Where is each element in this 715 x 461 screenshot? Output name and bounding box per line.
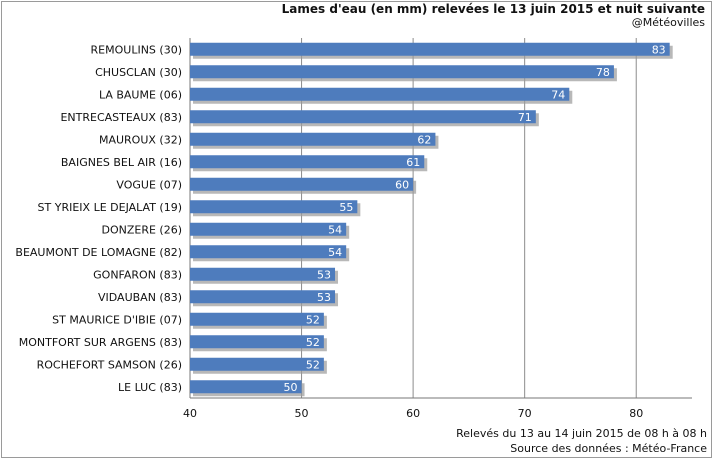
- category-label: ROCHEFORT SAMSON (26): [37, 358, 182, 371]
- bar: [190, 357, 324, 371]
- category-label: CHUSCLAN (30): [95, 66, 182, 79]
- category-label: GONFARON (83): [93, 268, 182, 281]
- bar-value-label: 53: [317, 268, 331, 281]
- bar-value-label: 52: [306, 336, 320, 349]
- footer-period: Relevés du 13 au 14 juin 2015 de 08 h à …: [456, 427, 707, 440]
- category-labels: REMOULINS (30) CHUSCLAN (30) LA BAUME (06)…: [15, 43, 182, 394]
- bar-value-label: 60: [395, 178, 409, 191]
- bar-value-label: 71: [518, 111, 532, 124]
- bar: [190, 132, 436, 146]
- category-label: BEAUMONT DE LOMAGNE (82): [15, 246, 182, 259]
- bar-value-label: 50: [284, 381, 298, 394]
- bar: [190, 87, 570, 101]
- bar-value-label: 52: [306, 358, 320, 371]
- category-label: VOGUE (07): [116, 178, 182, 191]
- x-tick-label: 80: [629, 407, 643, 420]
- bar-value-label: 74: [551, 88, 565, 101]
- category-label: REMOULINS (30): [91, 43, 182, 56]
- bar: [190, 177, 414, 191]
- bar: [190, 380, 302, 394]
- bar: [190, 65, 614, 79]
- chart-title: Lames d'eau (en mm) relevées le 13 juin …: [281, 2, 705, 16]
- bar: [190, 155, 425, 169]
- bar: [190, 42, 670, 56]
- footer-source: Source des données : Météo-France: [510, 442, 707, 455]
- bar-value-label: 53: [317, 291, 331, 304]
- bar: [190, 245, 347, 259]
- bar: [190, 222, 347, 236]
- x-axis-ticks: 40 50 60 70 80: [183, 407, 643, 420]
- category-label: DONZERE (26): [101, 223, 182, 236]
- category-label: BAIGNES BEL AIR (16): [61, 156, 182, 169]
- bar: [190, 200, 358, 214]
- x-tick-label: 60: [406, 407, 420, 420]
- category-label: LE LUC (83): [118, 381, 182, 394]
- x-tick-label: 70: [518, 407, 532, 420]
- category-label: ST YRIEIX LE DEJALAT (19): [38, 201, 182, 214]
- bar-value-label: 83: [652, 43, 666, 56]
- bar-value-label: 55: [339, 201, 353, 214]
- bars-group: 83 78 74 71 62 61 60 55 54 54 53 53 52 52 52 50: [190, 42, 673, 397]
- bar-value-label: 54: [328, 223, 342, 236]
- category-label: LA BAUME (06): [99, 88, 182, 101]
- x-tick-label: 50: [295, 407, 309, 420]
- bar: [190, 312, 324, 326]
- bar: [190, 110, 536, 124]
- bar: [190, 267, 336, 281]
- bar-value-label: 54: [328, 246, 342, 259]
- bar-value-label: 61: [406, 156, 420, 169]
- bar-value-label: 62: [417, 133, 431, 146]
- x-tick-label: 40: [183, 407, 197, 420]
- category-label: MAUROUX (32): [99, 133, 182, 146]
- category-label: ENTRECASTEAUX (83): [60, 111, 182, 124]
- bar: [190, 290, 336, 304]
- bar-value-label: 78: [596, 66, 610, 79]
- chart-subtitle: @Météovilles: [631, 16, 705, 29]
- category-label: ST MAURICE D'IBIE (07): [52, 313, 182, 326]
- category-label: VIDAUBAN (83): [98, 291, 182, 304]
- bar: [190, 335, 324, 349]
- bar-value-label: 52: [306, 313, 320, 326]
- category-label: MONTFORT SUR ARGENS (83): [19, 336, 182, 349]
